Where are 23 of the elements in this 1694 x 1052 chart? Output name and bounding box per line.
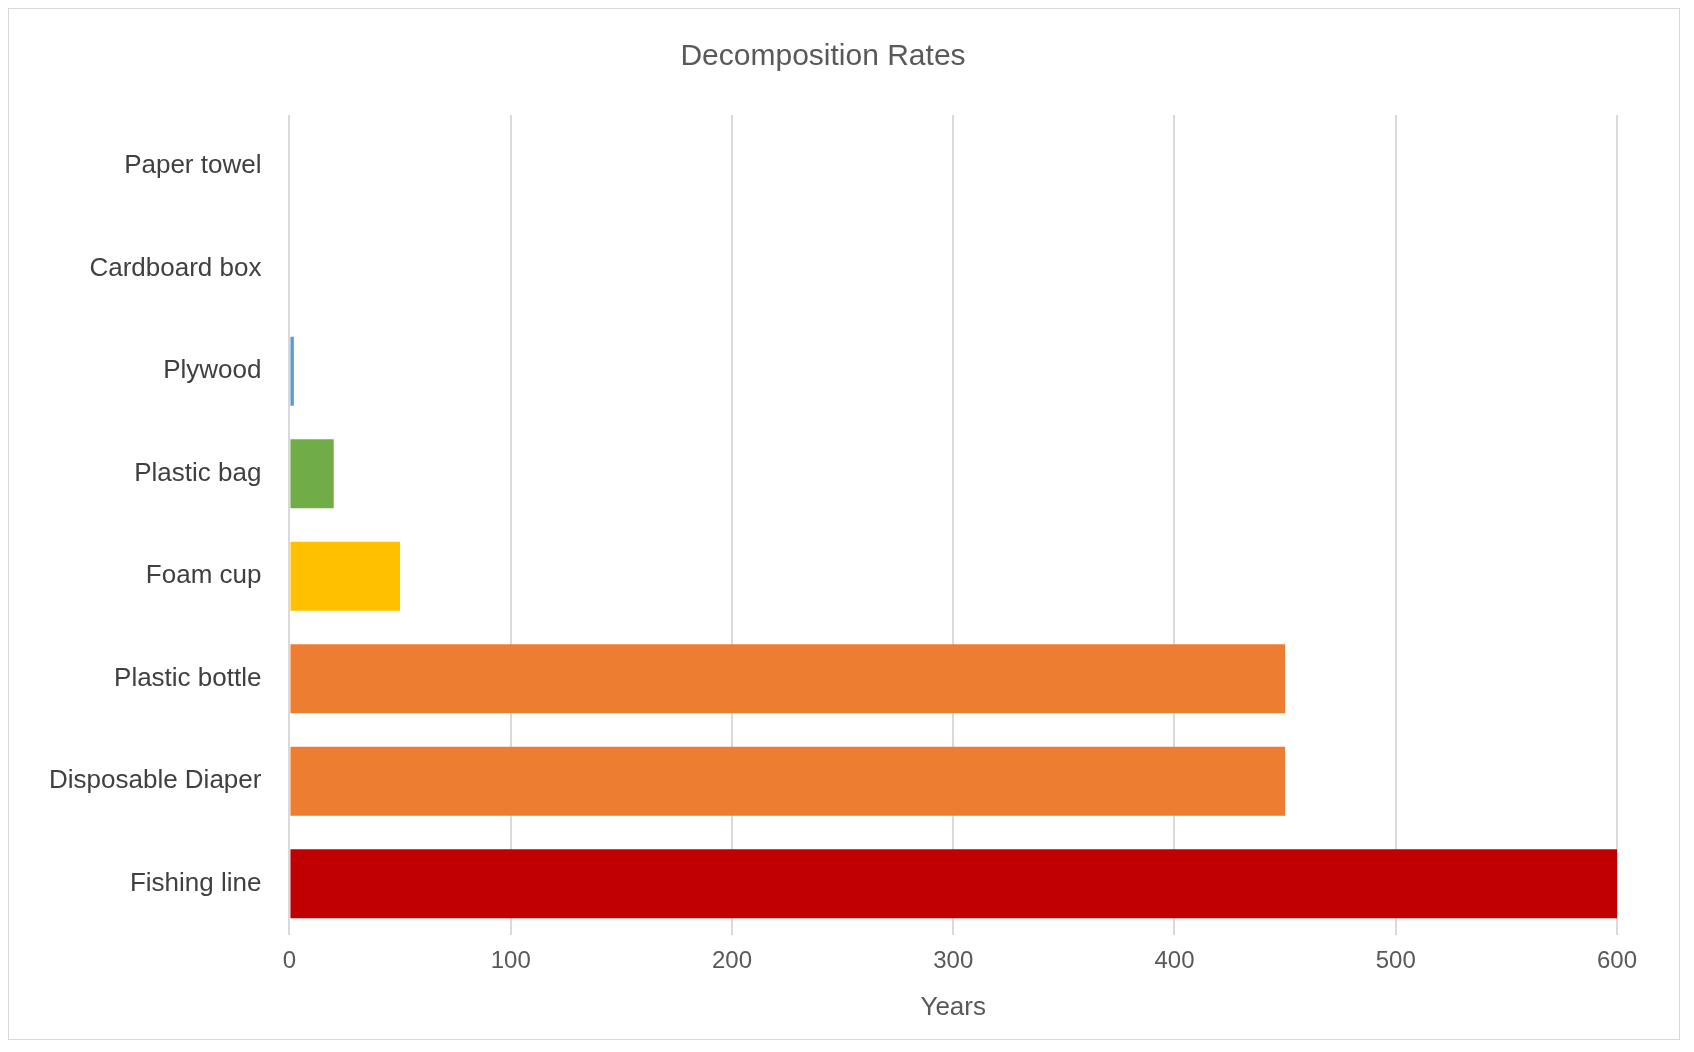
x-tick-label: 300	[933, 946, 974, 974]
bar	[290, 541, 401, 611]
x-axis-title: Years	[920, 990, 986, 1021]
bar	[290, 336, 294, 406]
y-tick-label: Plastic bag	[134, 456, 262, 487]
x-tick-label: 100	[490, 946, 531, 974]
y-tick-label: Cardboard box	[89, 251, 262, 282]
bar	[290, 849, 1617, 919]
y-tick-label: Plywood	[163, 354, 262, 385]
y-tick-label: Plastic bottle	[114, 661, 262, 692]
x-tick-label: 200	[711, 946, 752, 974]
x-tick-label: 500	[1375, 946, 1416, 974]
bar	[290, 746, 1286, 816]
y-tick-label: Fishing line	[129, 866, 262, 897]
chart-title: Decomposition Rates	[680, 38, 966, 72]
x-tick-label: 0	[282, 946, 297, 974]
x-tick-label: 600	[1596, 946, 1638, 974]
bar	[290, 439, 334, 509]
y-tick-label: Paper towel	[124, 149, 262, 180]
x-tick-label: 400	[1154, 946, 1195, 974]
y-tick-label: Disposable Diaper	[48, 764, 262, 795]
y-tick-label: Foam cup	[145, 559, 262, 590]
bar	[290, 644, 1286, 714]
